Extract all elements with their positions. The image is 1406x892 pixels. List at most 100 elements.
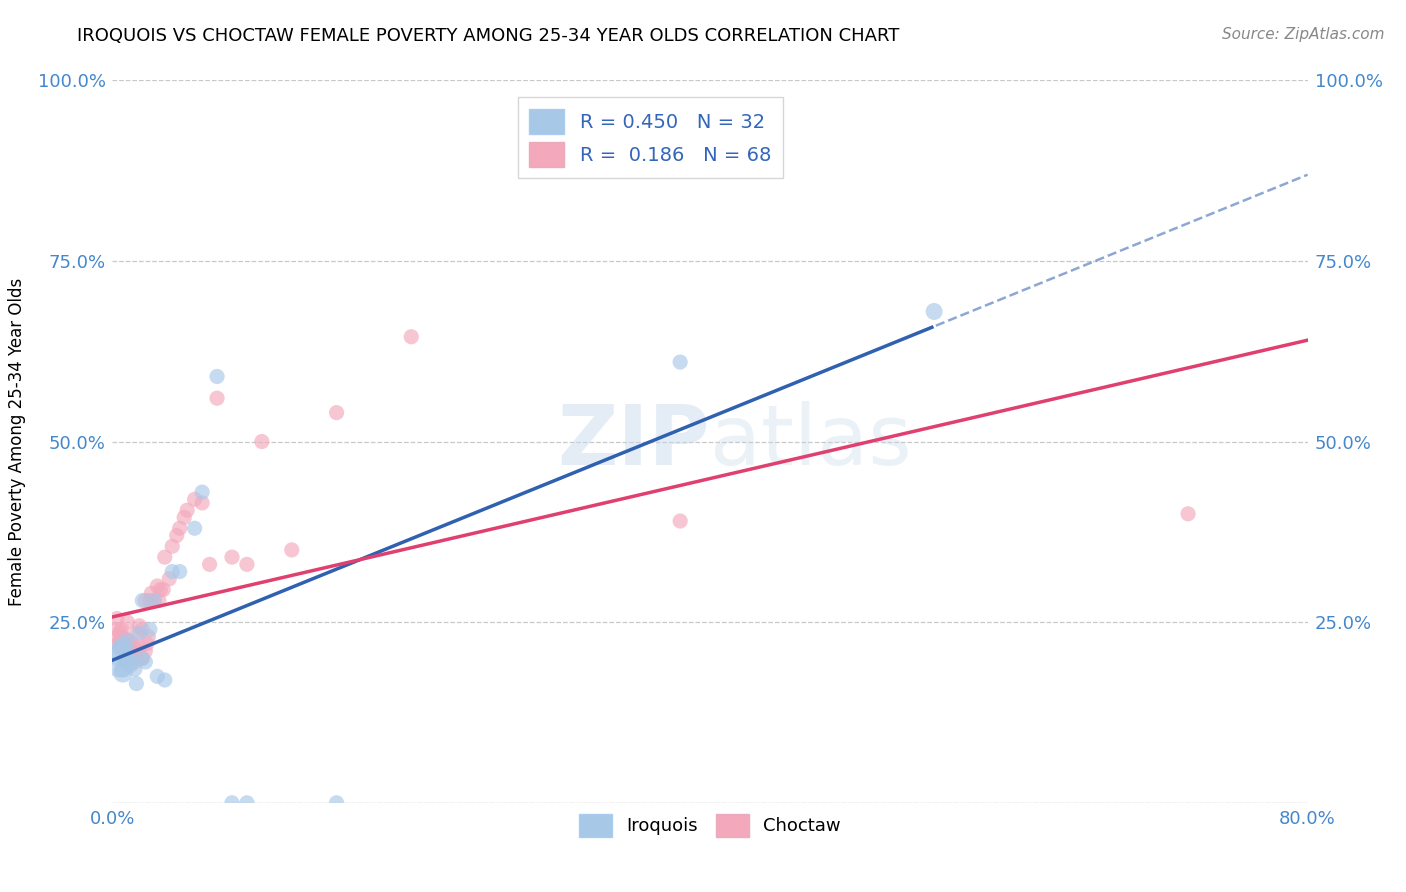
Point (153, 550, 176, 565)
Point (117, 633, 139, 648)
Point (110, 623, 132, 637)
Point (143, 593, 166, 607)
Point (325, 406, 347, 420)
Point (131, 651, 153, 665)
Point (117, 640, 139, 655)
Point (108, 648, 131, 662)
Point (122, 651, 145, 665)
Point (134, 644, 156, 658)
Point (152, 582, 174, 597)
Point (191, 496, 214, 510)
Point (129, 651, 152, 665)
Point (117, 655, 139, 669)
Point (111, 640, 134, 655)
Point (127, 648, 149, 662)
Point (205, 369, 228, 384)
Point (105, 630, 128, 644)
Point (221, 796, 243, 810)
Point (111, 637, 134, 651)
Point (1177, 507, 1199, 521)
Point (135, 637, 157, 651)
Point (169, 565, 191, 579)
Point (108, 640, 131, 655)
Point (325, 796, 347, 810)
Point (198, 558, 221, 572)
Point (111, 665, 134, 680)
Point (105, 611, 128, 625)
Point (149, 582, 172, 597)
Point (134, 593, 156, 607)
Point (128, 626, 150, 640)
Point (153, 673, 176, 687)
Y-axis label: Female Poverty Among 25-34 Year Olds: Female Poverty Among 25-34 Year Olds (8, 277, 27, 606)
Point (108, 655, 131, 669)
Point (141, 586, 163, 600)
Point (281, 542, 304, 557)
Point (117, 615, 139, 630)
Point (669, 514, 692, 528)
Point (108, 633, 131, 648)
Point (111, 662, 134, 676)
Point (122, 640, 145, 655)
Point (162, 565, 183, 579)
Point (205, 391, 228, 405)
Point (125, 676, 148, 690)
Point (124, 662, 146, 676)
Point (110, 637, 132, 651)
Point (121, 655, 143, 669)
Text: Source: ZipAtlas.com: Source: ZipAtlas.com (1222, 27, 1385, 42)
Point (143, 593, 166, 607)
Point (117, 651, 139, 665)
Point (120, 644, 142, 658)
Point (131, 623, 153, 637)
Point (114, 651, 135, 665)
Point (236, 558, 259, 572)
Point (114, 633, 135, 648)
Point (236, 796, 259, 810)
Point (107, 637, 129, 651)
Legend: Iroquois, Choctaw: Iroquois, Choctaw (572, 806, 848, 845)
Point (148, 593, 170, 607)
Point (108, 640, 131, 655)
Point (114, 655, 135, 669)
Point (131, 593, 153, 607)
Text: IROQUOIS VS CHOCTAW FEMALE POVERTY AMONG 25-34 YEAR OLDS CORRELATION CHART: IROQUOIS VS CHOCTAW FEMALE POVERTY AMONG… (77, 27, 900, 45)
Point (125, 651, 148, 665)
Point (128, 619, 150, 633)
Point (191, 485, 214, 500)
Point (157, 572, 180, 586)
Point (669, 355, 692, 369)
Point (120, 658, 142, 673)
Point (922, 304, 945, 318)
Text: atlas: atlas (710, 401, 911, 482)
Point (401, 330, 423, 344)
Point (124, 644, 146, 658)
Point (166, 528, 188, 542)
Point (162, 539, 183, 553)
Point (169, 521, 191, 535)
Point (146, 579, 169, 593)
Point (176, 503, 198, 517)
Point (115, 655, 138, 669)
Point (121, 637, 143, 651)
Point (124, 655, 146, 669)
Point (111, 630, 134, 644)
Point (108, 626, 131, 640)
Point (173, 510, 195, 524)
Point (138, 630, 160, 644)
Point (139, 593, 162, 607)
Point (139, 623, 162, 637)
Point (118, 640, 141, 655)
Point (183, 521, 205, 535)
Point (131, 651, 153, 665)
Text: ZIP: ZIP (558, 401, 710, 482)
Point (118, 651, 141, 665)
Point (117, 633, 139, 648)
Point (114, 644, 135, 658)
Point (183, 492, 205, 507)
Point (121, 651, 143, 665)
Point (105, 623, 128, 637)
Point (117, 651, 139, 665)
Point (221, 550, 243, 565)
Point (120, 655, 142, 669)
